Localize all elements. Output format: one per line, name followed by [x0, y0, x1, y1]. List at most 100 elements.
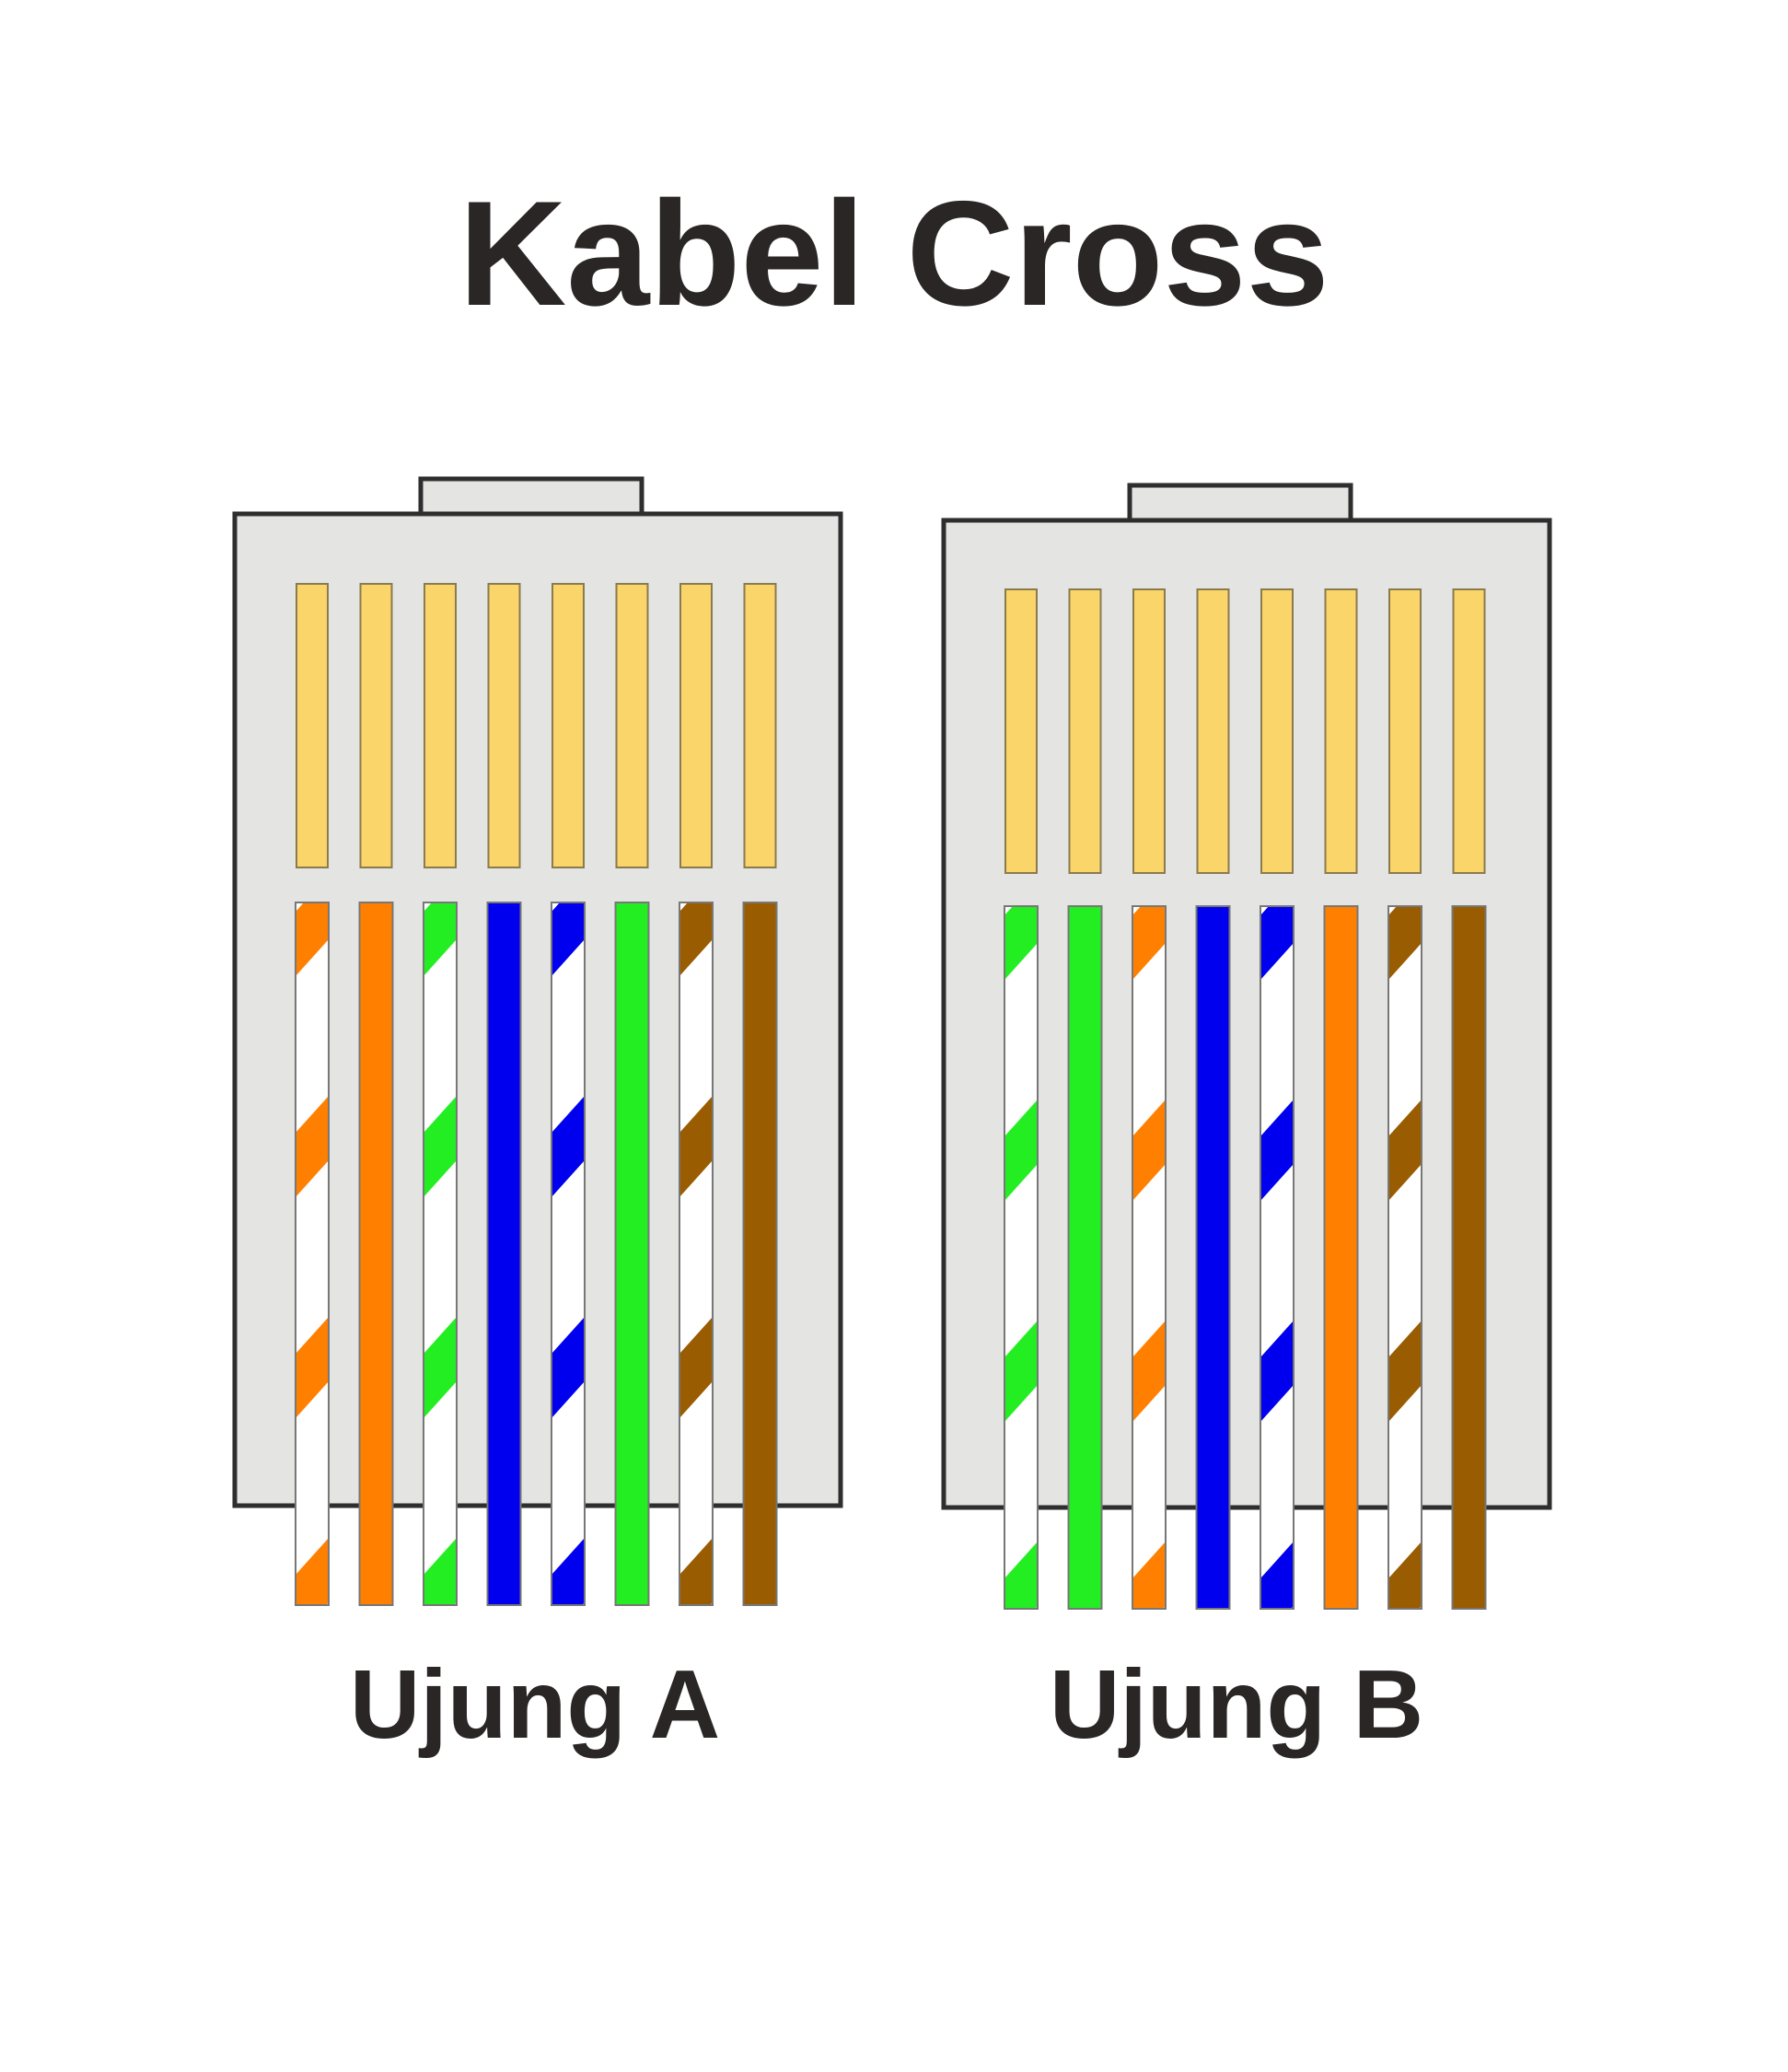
wire-stripe — [424, 902, 457, 976]
wire-fill — [1388, 906, 1422, 1609]
wire-stripe — [424, 1759, 457, 1860]
wire-outline — [1387, 905, 1422, 1610]
wire-5 — [1260, 905, 1295, 1864]
wire-2 — [358, 902, 394, 1606]
wire-stripe — [679, 1759, 713, 1860]
wire-fill — [1452, 906, 1486, 1609]
wire-outline — [742, 902, 778, 1606]
connector-ujung-b — [941, 483, 1552, 1864]
wire-fill — [679, 902, 713, 1605]
wire-outline — [1132, 905, 1167, 1610]
diagram-title: Kabel Cross — [459, 170, 1329, 337]
wire-fill — [359, 902, 393, 1605]
contact-pin-2 — [1068, 588, 1102, 874]
wire-stripe — [1004, 906, 1038, 980]
wire-stripe — [679, 902, 713, 976]
connector-clip-tab — [418, 476, 644, 517]
wire-outline — [1323, 905, 1359, 1610]
wire-stripe — [296, 1538, 329, 1605]
wire-outline — [1004, 905, 1039, 1610]
connector-body — [232, 511, 843, 1508]
wire-8 — [1451, 905, 1487, 1610]
wire-8 — [742, 902, 778, 1606]
wire-stripe — [1388, 1542, 1422, 1609]
wire-outline — [614, 902, 650, 1606]
wire-stripe — [551, 1317, 585, 1418]
wire-3 — [423, 902, 458, 1860]
wire-stripe — [1004, 1100, 1038, 1201]
wire-fill — [1260, 906, 1294, 1609]
contact-pin-7 — [679, 583, 713, 868]
wire-5 — [551, 902, 586, 1860]
connector-label-ujung-b: Ujung B — [1049, 1650, 1424, 1759]
wire-stripes — [1132, 906, 1166, 1609]
wire-stripes — [679, 902, 713, 1860]
contact-pin-7 — [1388, 588, 1422, 874]
wire-stripe — [424, 1096, 457, 1197]
wire-stripe — [1260, 1100, 1294, 1201]
wire-stripe — [679, 1538, 713, 1605]
connector-clip-tab — [1127, 483, 1353, 523]
contact-pin-5 — [551, 583, 585, 868]
wire-outline — [1067, 905, 1103, 1610]
wire-stripe — [1004, 1542, 1038, 1609]
wire-stripe — [296, 902, 329, 976]
wire-fill — [1068, 906, 1102, 1609]
wire-stripe — [551, 902, 585, 976]
connector-ujung-a — [232, 476, 843, 1860]
wire-fill — [424, 902, 457, 1605]
wire-stripes — [424, 902, 457, 1860]
wire-fill — [1324, 906, 1358, 1609]
wire-stripe — [551, 1759, 585, 1860]
wire-4 — [486, 902, 522, 1606]
wire-outline — [423, 902, 458, 1606]
wire-fill — [743, 902, 777, 1605]
contact-pin-3 — [424, 583, 457, 868]
wire-stripe — [1388, 906, 1422, 980]
wire-stripes — [551, 902, 585, 1860]
wire-outline — [295, 902, 330, 1606]
wire-stripes — [1260, 906, 1294, 1864]
wire-stripe — [296, 1317, 329, 1418]
wire-stripe — [296, 1096, 329, 1197]
contact-pin-6 — [615, 583, 649, 868]
wire-outline — [1451, 905, 1487, 1610]
wire-outline — [1195, 905, 1231, 1610]
wire-fill — [1004, 906, 1038, 1609]
wire-1 — [295, 902, 330, 1606]
wire-stripe — [1388, 1100, 1422, 1201]
wire-outline — [1260, 905, 1295, 1610]
contact-pin-8 — [743, 583, 777, 868]
wire-2 — [1067, 905, 1103, 1610]
wire-fill — [1132, 906, 1166, 1609]
wire-stripe — [1260, 1321, 1294, 1422]
wire-fill — [1196, 906, 1230, 1609]
wire-fill — [551, 902, 585, 1605]
wire-stripes — [296, 902, 329, 1605]
connector-label-ujung-a: Ujung A — [349, 1650, 721, 1759]
wire-3 — [1132, 905, 1167, 1610]
wire-7 — [1387, 905, 1422, 1610]
wire-stripe — [1004, 1763, 1038, 1864]
connector-body — [941, 518, 1552, 1510]
contact-pin-5 — [1260, 588, 1294, 874]
wire-fill — [615, 902, 649, 1605]
wire-stripe — [1260, 1542, 1294, 1609]
wire-stripe — [1260, 1763, 1294, 1864]
wire-1 — [1004, 905, 1039, 1864]
contact-pin-4 — [487, 583, 521, 868]
wire-outline — [551, 902, 586, 1606]
wire-outline — [486, 902, 522, 1606]
wire-stripe — [424, 1538, 457, 1605]
wire-stripe — [1132, 1100, 1166, 1201]
wire-stripes — [1388, 906, 1422, 1609]
wire-stripe — [679, 1317, 713, 1418]
wire-stripes — [1004, 906, 1038, 1864]
wire-stripe — [1132, 1321, 1166, 1422]
wire-stripe — [551, 1538, 585, 1605]
contact-pin-4 — [1196, 588, 1230, 874]
wire-stripe — [424, 1317, 457, 1418]
wire-stripe — [1132, 1542, 1166, 1609]
contact-pin-6 — [1324, 588, 1358, 874]
